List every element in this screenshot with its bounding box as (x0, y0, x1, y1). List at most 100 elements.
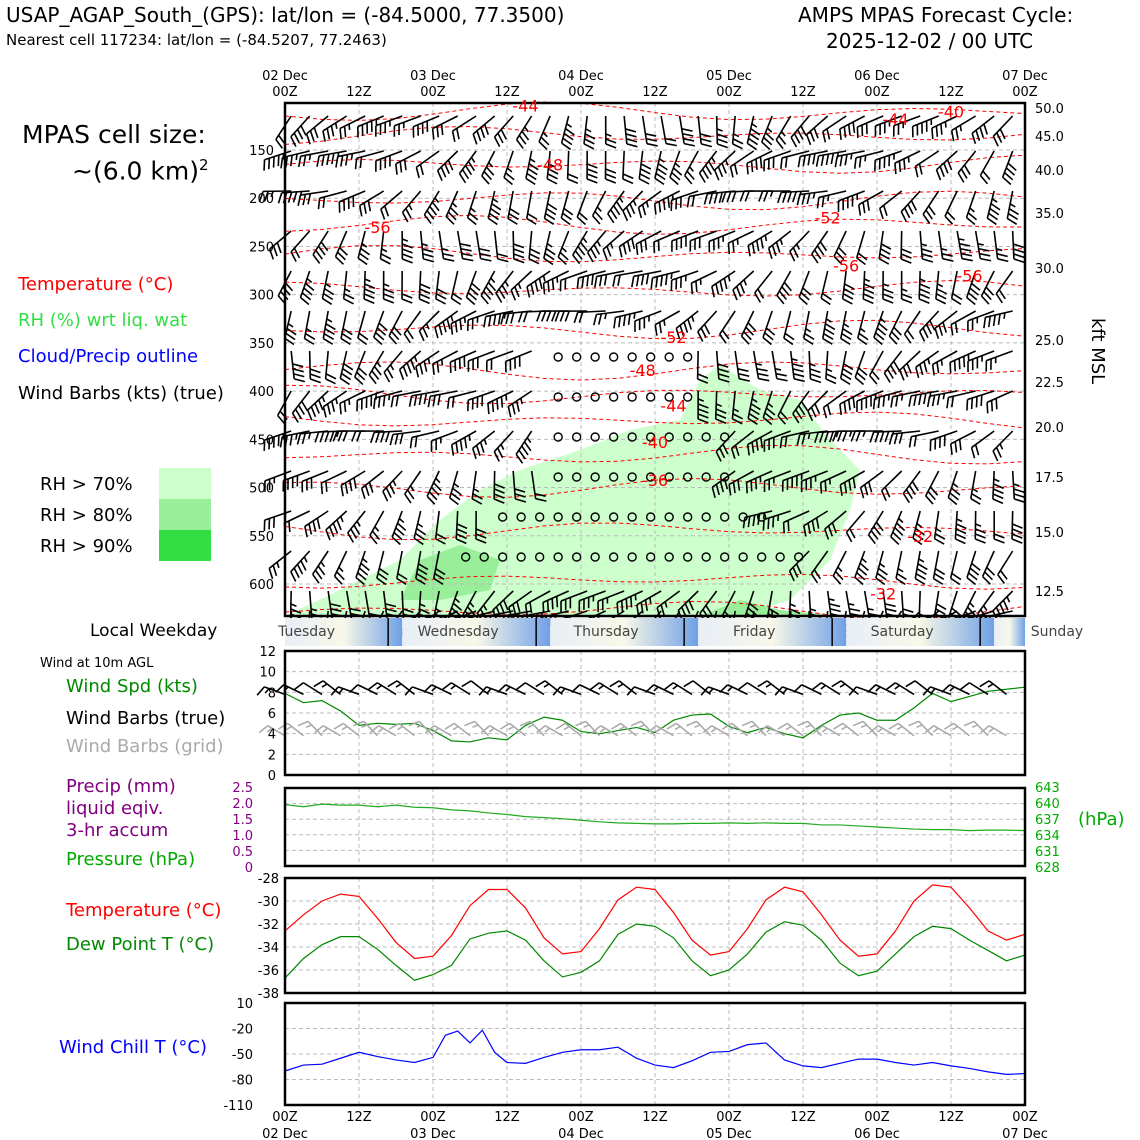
wind-barb-flag (339, 403, 342, 415)
wind-barb-flag (658, 201, 662, 213)
wind-barb-half (381, 248, 388, 253)
wind-barb-half (751, 123, 758, 128)
wind-barb-flag (445, 215, 455, 225)
surface-wind-barb-half (543, 683, 550, 688)
wind-barb-flag (872, 398, 876, 410)
wind-barb-flag (762, 519, 765, 531)
kft-tick-label: 22.5 (1035, 376, 1064, 391)
wind-barb-flag (949, 492, 959, 501)
wind-barb (775, 115, 792, 150)
legend-precip-3: 3-hr accum (66, 820, 169, 841)
wind-barb-flag (804, 332, 815, 341)
grid-wind-barb (591, 725, 619, 737)
wind-barb-flag (749, 132, 760, 141)
wind-barb (697, 310, 718, 342)
wind-barb-flag (746, 142, 757, 151)
grid-wind-barb (777, 722, 804, 737)
wind-barb (448, 470, 462, 506)
wind-barb (974, 230, 992, 262)
wind-barb-flag (726, 191, 732, 203)
wind-barb-flag (747, 245, 751, 257)
wind-barb-flag (545, 247, 556, 256)
wind-barb (493, 115, 514, 148)
wind-barb (797, 150, 828, 168)
wind-barb-flag (495, 292, 503, 303)
wind-barb (763, 430, 791, 452)
wind-barb (746, 115, 761, 151)
wind-barb-flag (762, 416, 773, 426)
wind-barb (894, 150, 921, 175)
grid-wind-barb-half (932, 727, 939, 733)
wind-barb-flag (807, 154, 811, 166)
wind-barb (762, 310, 776, 346)
wind-barb-flag (999, 570, 1008, 580)
wind-barb-flag (896, 522, 906, 532)
wind-barb-flag (369, 534, 378, 545)
grid-wind-barb-flag (499, 722, 511, 730)
surface-wind-barb-staff (782, 686, 804, 696)
wind-barb-flag (579, 241, 588, 252)
wind-barb-flag (839, 155, 843, 167)
wind-barb-flag (316, 518, 321, 530)
wind-barb-flag (505, 313, 510, 325)
temperature-contour-label: -36 (642, 471, 668, 490)
weekday-label: Saturday (871, 624, 934, 640)
wind-barb (746, 150, 773, 175)
wind-barb (780, 150, 810, 169)
wind-barb-flag (922, 258, 934, 263)
surface-wind-barb-half (949, 686, 955, 692)
wind-barb-half (303, 556, 308, 563)
weekday-label: Tuesday (277, 624, 335, 640)
wind-barb (747, 230, 773, 257)
wind-barb-half (374, 526, 380, 532)
calm-wind-marker (682, 472, 693, 482)
wind-barb-flag (871, 370, 880, 381)
wind-barb-flag (942, 257, 954, 262)
wind-barb-flag (545, 212, 556, 221)
wind-barb-half (920, 243, 928, 247)
wind-barb (715, 115, 728, 149)
wind-barb-flag (514, 286, 520, 298)
wind-barb-half (769, 190, 774, 198)
wind-barb-flag (751, 442, 755, 454)
wind-barb-half (901, 288, 908, 292)
wind-barb-flag (405, 208, 412, 219)
wind-barb-flag (938, 324, 944, 336)
surface-wind-barb-staff (322, 680, 341, 696)
wind-barb-half (488, 162, 494, 168)
grid-wind-barb-staff (600, 725, 619, 737)
surface-wind-barb-half (486, 688, 492, 694)
wind-barb-flag (950, 324, 954, 336)
wind-barb (654, 310, 681, 336)
wind-barb-flag (455, 128, 460, 140)
wind-barb (357, 230, 371, 266)
wind-barb-half (482, 604, 488, 611)
grid-wind-barb-half (749, 724, 756, 729)
chill-tick-label: -80 (232, 1074, 253, 1089)
wind-barb-flag (744, 190, 750, 202)
wind-barb-flag (511, 403, 516, 415)
wind-barb-flag (914, 577, 926, 585)
wind-barb-flag (749, 407, 760, 416)
wind-barb-flag (426, 495, 436, 505)
wind-barb-flag (385, 431, 390, 443)
wind-barb (398, 350, 422, 381)
wind-barb (918, 310, 940, 342)
wind-barb-flag (806, 193, 811, 205)
wind-barb-flag (343, 401, 347, 413)
wind-barb-flag (293, 247, 301, 259)
grid-wind-barb-flag (686, 720, 697, 727)
calm-wind-marker (645, 432, 656, 442)
wind-barb-flag (583, 143, 595, 150)
wind-barb-flag (787, 520, 790, 532)
wind-barb-flag (286, 327, 297, 336)
surface-wind-barb-staff (396, 680, 415, 696)
wind-barb-flag (908, 395, 912, 407)
wind-barb-flag (955, 533, 967, 540)
wind-barb (282, 470, 310, 492)
wind-barb-flag (434, 572, 445, 581)
top-axis-date: 05 Dec (706, 69, 752, 84)
wind-barb (409, 430, 440, 449)
surface-wind-barb-staff (672, 682, 693, 696)
wind-barb-flag (750, 403, 761, 411)
